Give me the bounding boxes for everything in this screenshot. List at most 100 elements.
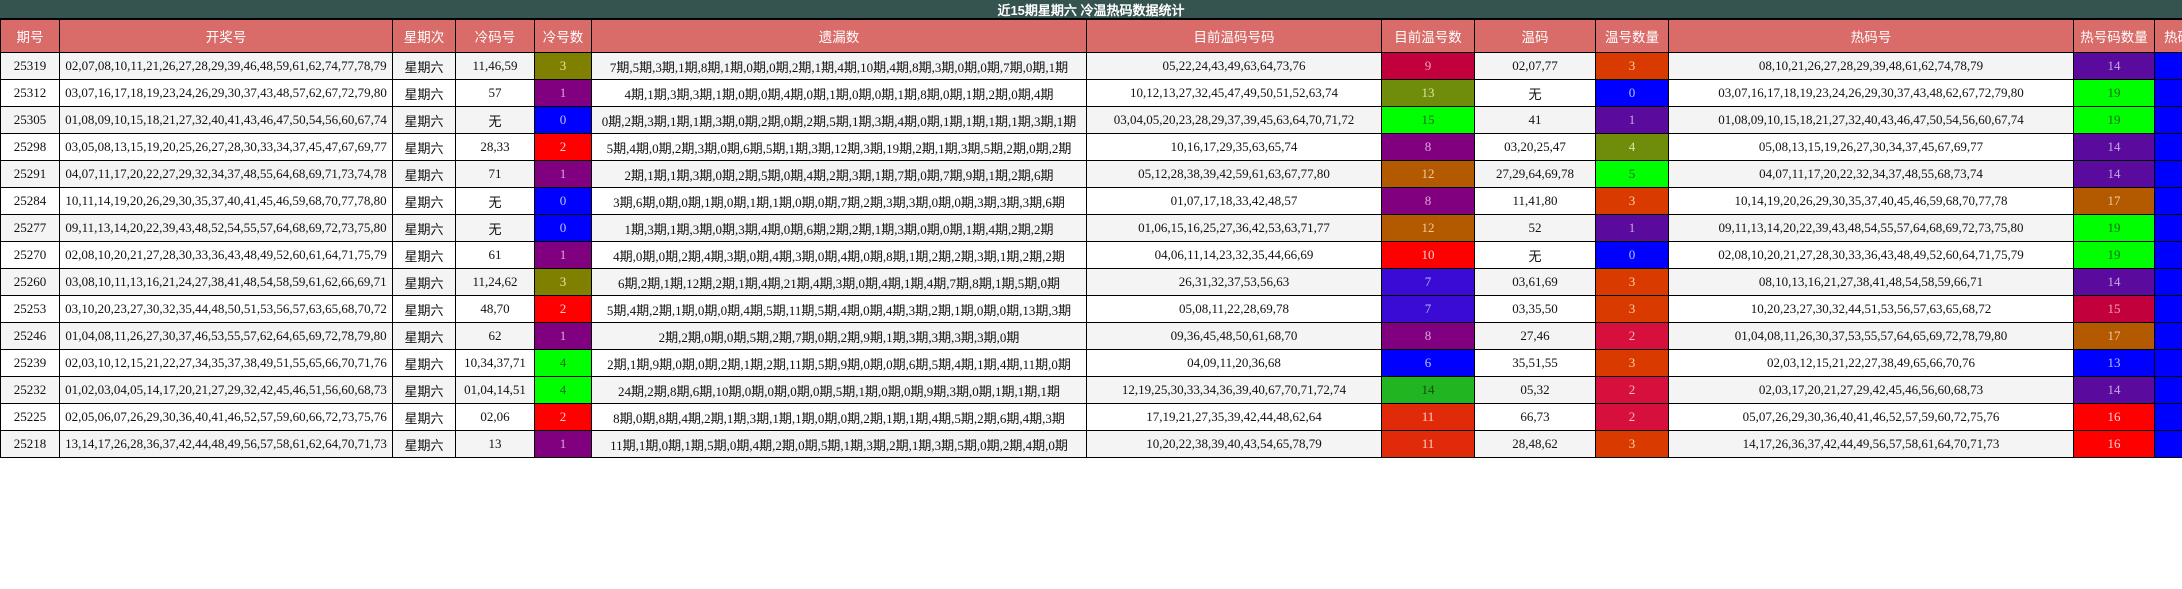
cell-remajunshu: 16	[2154, 268, 2182, 296]
cell-qihao: 25319	[0, 52, 60, 80]
cell-lengmahao: 62	[455, 322, 535, 350]
cell-remajunshu: 16	[2154, 214, 2182, 242]
cell-remahao: 08,10,21,26,27,28,29,39,48,61,62,74,78,7…	[1668, 52, 2074, 80]
col-header-remahao[interactable]: 热码号	[1668, 19, 2074, 53]
cell-remashuliang: 14	[2073, 268, 2155, 296]
col-header-muqianwenhaoshu[interactable]: 目前温号数	[1381, 19, 1475, 53]
table-row[interactable]: 25284 10,11,14,19,20,26,29,30,35,37,40,41…	[0, 187, 2182, 215]
cell-muqianwenmahaoma: 10,16,17,29,35,63,65,74	[1086, 133, 1382, 161]
cell-yiloushu: 5期,4期,0期,2期,3期,0期,6期,5期,1期,3期,12期,3期,19期…	[591, 133, 1087, 161]
cell-wenhaoshuliang: 2	[1595, 403, 1669, 431]
cell-wenma: 11,41,80	[1474, 187, 1596, 215]
table-row[interactable]: 25277 09,11,13,14,20,22,39,43,48,52,54,55…	[0, 214, 2182, 242]
cell-wenma: 27,46	[1474, 322, 1596, 350]
cell-lengmahao: 13	[455, 430, 535, 458]
col-header-lenghaoshu[interactable]: 冷号数	[534, 19, 592, 53]
table-row[interactable]: 25305 01,08,09,10,15,18,21,27,32,40,41,43…	[0, 106, 2182, 134]
cell-lengmahao: 02,06	[455, 403, 535, 431]
cell-qihao: 25291	[0, 160, 60, 188]
cell-remajunshu: 16	[2154, 160, 2182, 188]
cell-remashuliang: 13	[2073, 349, 2155, 377]
cell-xingqici: 星期六	[392, 52, 456, 80]
cell-lengmahao: 57	[455, 79, 535, 107]
table-row[interactable]: 25260 03,08,10,11,13,16,21,24,27,38,41,48…	[0, 268, 2182, 296]
cell-remashuliang: 19	[2073, 106, 2155, 134]
cell-lenghaoshu: 4	[534, 349, 592, 377]
cell-remashuliang: 17	[2073, 187, 2155, 215]
cell-qihao: 25305	[0, 106, 60, 134]
table-row[interactable]: 25253 03,10,20,23,27,30,32,35,44,48,50,51…	[0, 295, 2182, 323]
col-header-remashuliang[interactable]: 热号码数量	[2073, 19, 2155, 53]
col-header-remajunshu[interactable]: 热码均数	[2154, 19, 2182, 53]
cell-lenghaoshu: 3	[534, 268, 592, 296]
cell-muqianwenhaoshu: 6	[1381, 349, 1475, 377]
cell-remashuliang: 16	[2073, 403, 2155, 431]
cell-lengmahao: 61	[455, 241, 535, 269]
cell-wenma: 66,73	[1474, 403, 1596, 431]
cell-muqianwenmahaoma: 10,12,13,27,32,45,47,49,50,51,52,63,74	[1086, 79, 1382, 107]
cell-wenma: 03,61,69	[1474, 268, 1596, 296]
cell-lenghaoshu: 2	[534, 133, 592, 161]
cell-yiloushu: 0期,2期,3期,1期,1期,3期,0期,2期,0期,2期,5期,1期,3期,4…	[591, 106, 1087, 134]
cell-muqianwenmahaoma: 04,09,11,20,36,68	[1086, 349, 1382, 377]
cell-kaijianghao: 10,11,14,19,20,26,29,30,35,37,40,41,45,4…	[59, 187, 393, 215]
cell-kaijianghao: 04,07,11,17,20,22,27,29,32,34,37,48,55,6…	[59, 160, 393, 188]
cell-lengmahao: 01,04,14,51	[455, 376, 535, 404]
col-header-kaijianghao[interactable]: 开奖号	[59, 19, 393, 53]
cell-remashuliang: 14	[2073, 52, 2155, 80]
cell-yiloushu: 4期,0期,0期,2期,4期,3期,0期,4期,3期,0期,4期,0期,8期,1…	[591, 241, 1087, 269]
table-row[interactable]: 25312 03,07,16,17,18,19,23,24,26,29,30,37…	[0, 79, 2182, 107]
col-header-qihao[interactable]: 期号	[0, 19, 60, 53]
cell-muqianwenhaoshu: 12	[1381, 214, 1475, 242]
table-row[interactable]: 25291 04,07,11,17,20,22,27,29,32,34,37,48…	[0, 160, 2182, 188]
col-header-muqianwenmahaoma[interactable]: 目前温码号码	[1086, 19, 1382, 53]
cell-qihao: 25312	[0, 79, 60, 107]
cell-wenhaoshuliang: 3	[1595, 349, 1669, 377]
cell-remahao: 14,17,26,36,37,42,44,49,56,57,58,61,64,7…	[1668, 430, 2074, 458]
cell-remahao: 10,20,23,27,30,32,44,51,53,56,57,63,65,6…	[1668, 295, 2074, 323]
cell-xingqici: 星期六	[392, 322, 456, 350]
cell-kaijianghao: 03,07,16,17,18,19,23,24,26,29,30,37,43,4…	[59, 79, 393, 107]
cell-muqianwenhaoshu: 11	[1381, 403, 1475, 431]
cell-remahao: 03,07,16,17,18,19,23,24,26,29,30,37,43,4…	[1668, 79, 2074, 107]
col-header-lengmahao[interactable]: 冷码号	[455, 19, 535, 53]
table-row[interactable]: 25246 01,04,08,11,26,27,30,37,46,53,55,57…	[0, 322, 2182, 350]
cell-wenhaoshuliang: 0	[1595, 79, 1669, 107]
cell-wenhaoshuliang: 2	[1595, 376, 1669, 404]
cell-lengmahao: 11,24,62	[455, 268, 535, 296]
cell-muqianwenhaoshu: 8	[1381, 322, 1475, 350]
table-row[interactable]: 25225 02,05,06,07,26,29,30,36,40,41,46,52…	[0, 403, 2182, 431]
cell-lenghaoshu: 1	[534, 241, 592, 269]
cell-remajunshu: 16	[2154, 52, 2182, 80]
table-row[interactable]: 25298 03,05,08,13,15,19,20,25,26,27,28,30…	[0, 133, 2182, 161]
cell-muqianwenmahaoma: 05,12,28,38,39,42,59,61,63,67,77,80	[1086, 160, 1382, 188]
cell-yiloushu: 5期,4期,2期,1期,0期,0期,4期,5期,11期,5期,4期,0期,4期,…	[591, 295, 1087, 323]
cell-qihao: 25298	[0, 133, 60, 161]
cell-wenhaoshuliang: 3	[1595, 187, 1669, 215]
table-row[interactable]: 25218 13,14,17,26,28,36,37,42,44,48,49,56…	[0, 430, 2182, 458]
cell-wenhaoshuliang: 4	[1595, 133, 1669, 161]
cell-lenghaoshu: 0	[534, 187, 592, 215]
cell-yiloushu: 24期,2期,8期,6期,10期,0期,0期,0期,0期,5期,1期,0期,0期…	[591, 376, 1087, 404]
table-row[interactable]: 25232 01,02,03,04,05,14,17,20,21,27,29,32…	[0, 376, 2182, 404]
cell-kaijianghao: 01,02,03,04,05,14,17,20,21,27,29,32,42,4…	[59, 376, 393, 404]
cell-wenhaoshuliang: 0	[1595, 241, 1669, 269]
cell-wenma: 无	[1474, 79, 1596, 107]
table-row[interactable]: 25270 02,08,10,20,21,27,28,30,33,36,43,48…	[0, 241, 2182, 269]
cell-lengmahao: 无	[455, 214, 535, 242]
cell-wenhaoshuliang: 3	[1595, 268, 1669, 296]
cell-xingqici: 星期六	[392, 106, 456, 134]
table-row[interactable]: 25319 02,07,08,10,11,21,26,27,28,29,39,46…	[0, 52, 2182, 80]
cell-wenma: 35,51,55	[1474, 349, 1596, 377]
cell-xingqici: 星期六	[392, 214, 456, 242]
col-header-xingqici[interactable]: 星期次	[392, 19, 456, 53]
col-header-wenma[interactable]: 温码	[1474, 19, 1596, 53]
cell-xingqici: 星期六	[392, 187, 456, 215]
col-header-yiloushu[interactable]: 遗漏数	[591, 19, 1087, 53]
cell-wenhaoshuliang: 2	[1595, 322, 1669, 350]
table-row[interactable]: 25239 02,03,10,12,15,21,22,27,34,35,37,38…	[0, 349, 2182, 377]
cell-wenhaoshuliang: 1	[1595, 106, 1669, 134]
cell-wenma: 28,48,62	[1474, 430, 1596, 458]
cell-lenghaoshu: 1	[534, 160, 592, 188]
col-header-wenhaoshuliang[interactable]: 温号数量	[1595, 19, 1669, 53]
